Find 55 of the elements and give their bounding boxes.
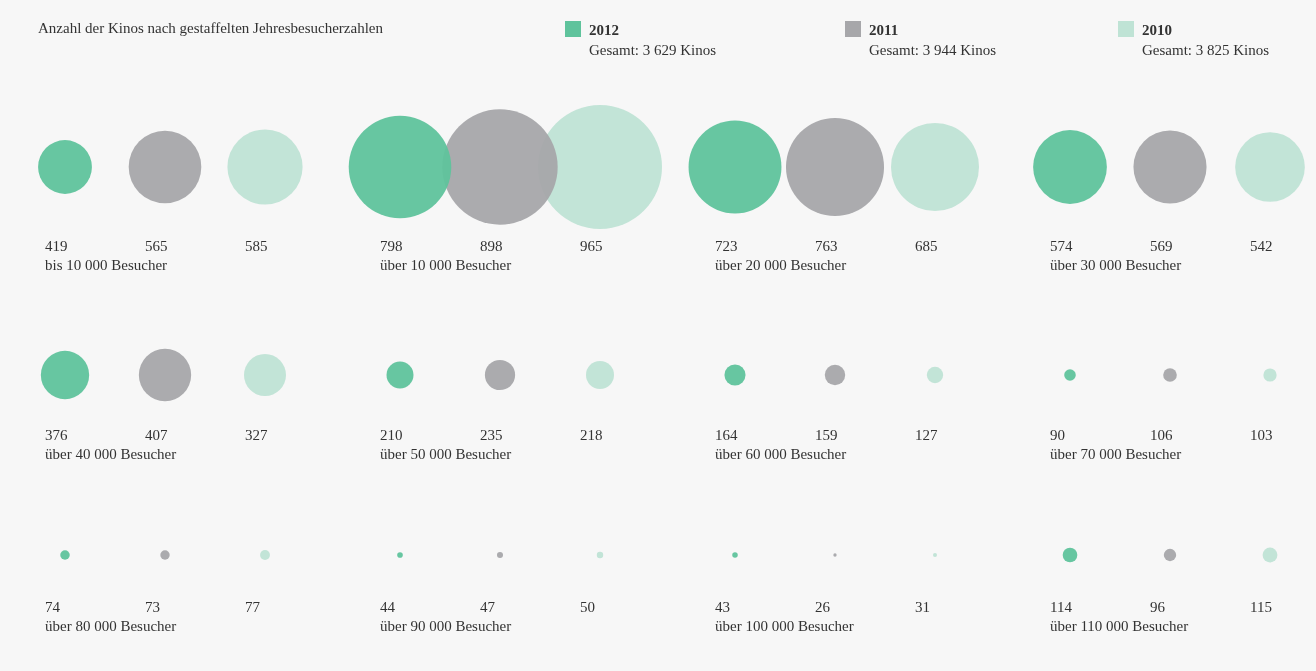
category-label: über 80 000 Besucher bbox=[45, 618, 177, 634]
category-label: über 70 000 Besucher bbox=[1050, 446, 1182, 462]
text: Gesamt: 3 944 Kinos bbox=[868, 41, 997, 60]
category-label: über 100 000 Besucher bbox=[715, 618, 854, 634]
category-label: über 110 000 Besucher bbox=[1050, 618, 1189, 634]
category-label: über 30 000 Besucher bbox=[1050, 257, 1182, 273]
category-label: über 90 000 Besucher bbox=[380, 618, 512, 634]
data-label: 31 bbox=[915, 599, 930, 615]
data-label: 47 bbox=[480, 599, 496, 615]
category-label: über 20 000 Besucher bbox=[715, 257, 847, 273]
data-label: 43 bbox=[715, 599, 730, 615]
data-label: 327 bbox=[245, 427, 268, 443]
category-label: über 50 000 Besucher bbox=[380, 446, 512, 462]
category-label: über 60 000 Besucher bbox=[715, 446, 847, 462]
legend-label: 2010 bbox=[1142, 22, 1172, 38]
data-label: 565 bbox=[145, 238, 168, 254]
data-label: 90 bbox=[1050, 427, 1065, 443]
data-label: 159 bbox=[815, 427, 838, 443]
data-label: 574 bbox=[1050, 238, 1073, 254]
data-label: 44 bbox=[380, 599, 396, 615]
data-label: 723 bbox=[715, 238, 738, 254]
category-label: über 10 000 Besucher bbox=[380, 257, 512, 273]
data-label: 798 bbox=[380, 238, 403, 254]
data-label: 210 bbox=[380, 427, 403, 443]
data-label: 419 bbox=[45, 238, 68, 254]
data-label: 115 bbox=[1250, 599, 1272, 615]
legend-label: 2012 bbox=[589, 22, 619, 38]
data-label: 50 bbox=[580, 599, 595, 615]
data-label: 542 bbox=[1250, 238, 1273, 254]
data-label: 569 bbox=[1150, 238, 1173, 254]
legend-label: 2011 bbox=[869, 22, 899, 38]
data-label: 585 bbox=[245, 238, 268, 254]
text: Gesamt: 3 629 Kinos bbox=[588, 41, 717, 60]
data-label: 77 bbox=[245, 599, 261, 615]
data-label: 74 bbox=[45, 599, 61, 615]
data-label: 103 bbox=[1250, 427, 1273, 443]
data-label: 685 bbox=[915, 238, 938, 254]
data-label: 235 bbox=[480, 427, 503, 443]
data-label: 96 bbox=[1150, 599, 1166, 615]
data-label: 407 bbox=[145, 427, 168, 443]
data-label: 218 bbox=[580, 427, 603, 443]
data-label: 965 bbox=[580, 238, 603, 254]
category-label: über 40 000 Besucher bbox=[45, 446, 177, 462]
data-label: 898 bbox=[480, 238, 503, 254]
category-label: bis 10 000 Besucher bbox=[45, 257, 168, 273]
data-label: 106 bbox=[1150, 427, 1173, 443]
text: Anzahl der Kinos nach gestaffelten Jehresbesucherzahlen bbox=[38, 20, 383, 37]
data-label: 114 bbox=[1050, 599, 1073, 615]
data-label: 376 bbox=[45, 427, 68, 443]
data-label: 73 bbox=[145, 599, 160, 615]
data-label: 26 bbox=[815, 599, 831, 615]
text: Gesamt: 3 825 Kinos bbox=[1141, 41, 1270, 60]
data-label: 127 bbox=[915, 427, 938, 443]
data-label: 763 bbox=[815, 238, 838, 254]
data-label: 164 bbox=[715, 427, 738, 443]
